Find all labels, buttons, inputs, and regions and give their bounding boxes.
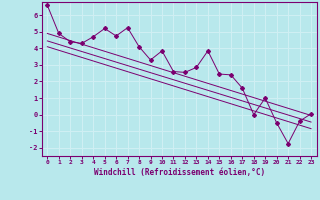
X-axis label: Windchill (Refroidissement éolien,°C): Windchill (Refroidissement éolien,°C): [94, 168, 265, 177]
